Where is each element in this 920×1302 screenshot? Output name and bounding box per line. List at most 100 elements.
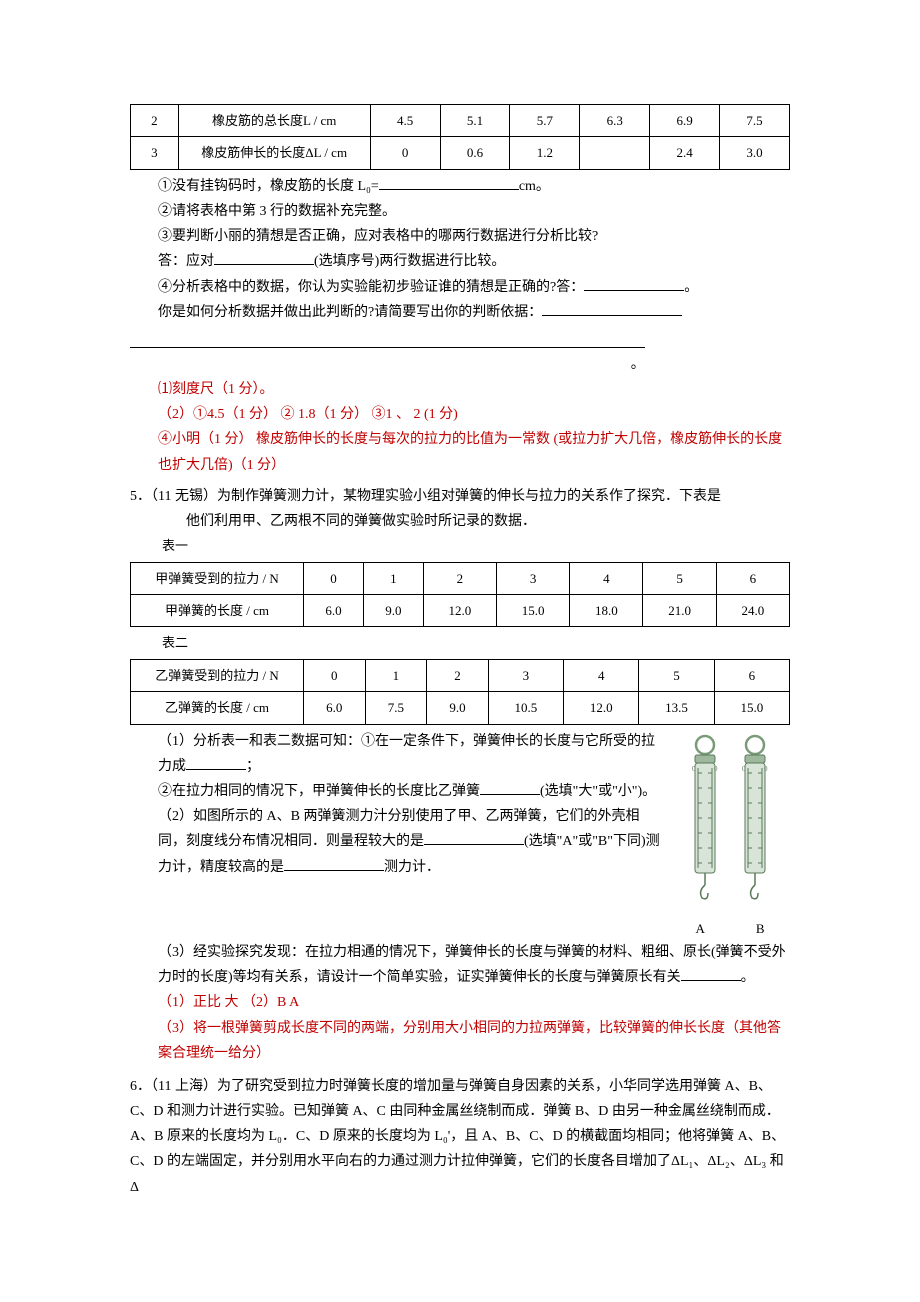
spring-dynamometer-icon: 0 0 [675, 733, 785, 913]
table-row: 3 橡皮筋伸长的长度ΔL / cm 0 0.6 1.2 2.4 3.0 [131, 137, 790, 169]
text: 。 [741, 970, 755, 985]
text: 答：应对 [158, 254, 214, 269]
table-row: 乙弹簧受到的拉力 / N 0 1 2 3 4 5 6 [131, 659, 790, 691]
rubber-band-table: 2 橡皮筋的总长度L / cm 4.5 5.1 5.7 6.3 6.9 7.5 … [130, 104, 790, 170]
row-label: 乙弹簧受到的拉力 / N [131, 659, 304, 691]
q4-line6: 你是如何分析数据并做出此判断的?请简要写出你的判断依据： [158, 300, 790, 325]
cell: 5.7 [510, 105, 580, 137]
blank [186, 755, 246, 770]
text: cm。 [519, 179, 550, 194]
blank [424, 830, 524, 845]
spring-table-a: 甲弹簧受到的拉力 / N 0 1 2 3 4 5 6 甲弹簧的长度 / cm 6… [130, 562, 790, 628]
q4-answer-2: （2）①4.5（1 分） ② 1.8（1 分） ③1 、 2 (1 分) [158, 402, 790, 427]
row-label: 乙弹簧的长度 / cm [131, 692, 304, 724]
row-label: 甲弹簧受到的拉力 / N [131, 562, 304, 594]
cell: 3.0 [720, 137, 790, 169]
cell: 0 [304, 659, 366, 691]
text: 测力计． [384, 860, 440, 875]
cell: 0 [370, 137, 440, 169]
q5-head: 5．（11 无锡）为制作弹簧测力计，某物理实验小组对弹簧的伸长与拉力的关系作了探… [130, 484, 790, 509]
text: (选填"大"或"小")。 [540, 784, 656, 799]
cell: 12.0 [423, 595, 496, 627]
cell: 9.0 [427, 692, 489, 724]
text: 。 [631, 357, 645, 372]
q5-p4: （3）经实验探究发现：在拉力相通的情况下，弹簧伸长的长度与弹簧的材料、粗细、原长… [158, 940, 790, 990]
table-row: 甲弹簧的长度 / cm 6.0 9.0 12.0 15.0 18.0 21.0 … [131, 595, 790, 627]
q4-line4: 答：应对 (选填序号)两行数据进行比较。 [158, 249, 790, 274]
cell: 0.6 [440, 137, 510, 169]
table-row: 甲弹簧受到的拉力 / N 0 1 2 3 4 5 6 [131, 562, 790, 594]
cell: 6 [714, 659, 789, 691]
q4-section: ①没有挂钩码时，橡皮筋的长度 L₀= cm。 ②请将表格中第 3 行的数据补充完整… [158, 174, 790, 325]
row-label: 甲弹簧的长度 / cm [131, 595, 304, 627]
cell: 1 [365, 659, 427, 691]
label-b: B [756, 917, 765, 940]
cell: 9.0 [363, 595, 423, 627]
q4-underline [130, 333, 790, 348]
cell: 4 [570, 562, 643, 594]
text: ②在拉力相同的情况下，甲弹簧伸长的长度比乙弹簧 [158, 784, 480, 799]
cell: 10.5 [488, 692, 563, 724]
cell: 5 [643, 562, 716, 594]
table-row: 乙弹簧的长度 / cm 6.0 7.5 9.0 10.5 12.0 13.5 1… [131, 692, 790, 724]
q5-head2: 他们利用甲、乙两根不同的弹簧做实验时所记录的数据． [186, 509, 790, 534]
text: 你是如何分析数据并做出此判断的?请简要写出你的判断依据： [158, 305, 542, 320]
q5-answer-2: （3）将一根弹簧剪成长度不同的两端，分别用大小相同的力拉两弹簧，比较弹簧的伸长长… [158, 1016, 790, 1066]
q5-answer-1: （1）正比 大 （2）B A [158, 990, 790, 1015]
q4-line1: ①没有挂钩码时，橡皮筋的长度 L₀= cm。 [158, 174, 790, 199]
cell: 24.0 [716, 595, 789, 627]
blank [480, 780, 540, 795]
cell: 6.0 [304, 595, 364, 627]
cell: 13.5 [639, 692, 714, 724]
text: ①没有挂钩码时，橡皮筋的长度 L₀= [158, 179, 379, 194]
q4-answer-1: ⑴刻度尺（1 分）。 [158, 377, 790, 402]
cell: 6.3 [580, 105, 650, 137]
q5-body: （1）分析表一和表二数据可知：①在一定条件下，弹簧伸长的长度与它所受的拉力成； … [158, 729, 662, 880]
text: 。 [684, 280, 698, 295]
svg-text:0: 0 [742, 765, 746, 773]
blank [542, 301, 682, 316]
row-index: 3 [131, 137, 179, 169]
q5-p3: （2）如图所示的 A、B 两弹簧测力汁分别使用了甲、乙两弹簧，它们的外壳相同，刻… [158, 804, 662, 880]
cell: 7.5 [720, 105, 790, 137]
cell: 4.5 [370, 105, 440, 137]
spring-table-b: 乙弹簧受到的拉力 / N 0 1 2 3 4 5 6 乙弹簧的长度 / cm 6… [130, 659, 790, 725]
cell: 2.4 [650, 137, 720, 169]
q6-section: 6．（11 上海）为了研究受到拉力时弹簧长度的增加量与弹簧自身因素的关系，小华同… [130, 1074, 790, 1200]
svg-text:0: 0 [764, 765, 768, 773]
text: (选填序号)两行数据进行比较。 [314, 254, 505, 269]
cell: 0 [304, 562, 364, 594]
row-index: 2 [131, 105, 179, 137]
q5-section: 5．（11 无锡）为制作弹簧测力计，某物理实验小组对弹簧的伸长与拉力的关系作了探… [130, 484, 790, 1066]
table-b-label: 表二 [162, 631, 790, 654]
blank [214, 250, 314, 265]
cell: 7.5 [365, 692, 427, 724]
cell: 21.0 [643, 595, 716, 627]
cell: 15.0 [714, 692, 789, 724]
cell: 5 [639, 659, 714, 691]
cell: 6.0 [304, 692, 366, 724]
blank [584, 276, 684, 291]
q5-p2: ②在拉力相同的情况下，甲弹簧伸长的长度比乙弹簧 (选填"大"或"小")。 [158, 779, 662, 804]
cell: 3 [497, 562, 570, 594]
table-row: 2 橡皮筋的总长度L / cm 4.5 5.1 5.7 6.3 6.9 7.5 [131, 105, 790, 137]
blank [284, 856, 384, 871]
cell: 5.1 [440, 105, 510, 137]
text: ④分析表格中的数据，你认为实验能初步验证谁的猜想是正确的?答： [158, 280, 584, 295]
cell: 18.0 [570, 595, 643, 627]
q4-end: 。 [130, 352, 645, 377]
cell: 2 [427, 659, 489, 691]
blank [379, 175, 519, 190]
svg-text:0: 0 [692, 765, 696, 773]
figure-labels: A B [670, 917, 790, 940]
q4-line2: ②请将表格中第 3 行的数据补充完整。 [158, 199, 790, 224]
q4-answer-3: ④小明（1 分） 橡皮筋伸长的长度与每次的拉力的比值为一常数 (或拉力扩大几倍，… [158, 427, 790, 477]
cell: 4 [564, 659, 639, 691]
cell: 1.2 [510, 137, 580, 169]
q5-p1: （1）分析表一和表二数据可知：①在一定条件下，弹簧伸长的长度与它所受的拉力成； [158, 729, 662, 779]
cell: 2 [423, 562, 496, 594]
q4-line3: ③要判断小丽的猜想是否正确，应对表格中的哪两行数据进行分析比较? [158, 224, 790, 249]
row-label: 橡皮筋的总长度L / cm [178, 105, 370, 137]
cell: 15.0 [497, 595, 570, 627]
cell [580, 137, 650, 169]
